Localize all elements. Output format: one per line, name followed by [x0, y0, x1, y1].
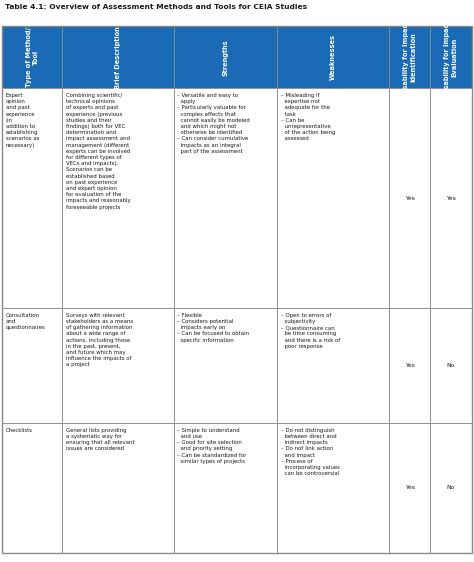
Text: – Open to errors of
  subjectivity
– Questionnaire can
  be time consuming
  and: – Open to errors of subjectivity – Quest…: [281, 312, 340, 348]
Bar: [63, 26, 174, 88]
Bar: [430, 309, 472, 423]
Text: Combining scientific/
technical opinions
of experts and past
experience (previou: Combining scientific/ technical opinions…: [66, 93, 130, 210]
Text: No: No: [447, 486, 455, 491]
Bar: [174, 309, 277, 423]
Text: – Simple to understand
  and use
– Good for site selection
  and priority settin: – Simple to understand and use – Good fo…: [177, 428, 247, 464]
Text: Weaknesses: Weaknesses: [330, 34, 336, 80]
Text: Yes: Yes: [405, 364, 415, 368]
Bar: [2, 88, 63, 309]
Bar: [277, 26, 389, 88]
Text: Yes: Yes: [405, 486, 415, 491]
Text: Expert
opinion
and past
experience
(in
addition to
establishing
scenarios as
nec: Expert opinion and past experience (in a…: [6, 93, 39, 148]
Bar: [2, 309, 63, 423]
Bar: [277, 309, 389, 423]
Text: Yes: Yes: [405, 196, 415, 201]
Bar: [389, 26, 430, 88]
Text: Checklists: Checklists: [6, 428, 33, 433]
Bar: [277, 423, 389, 552]
Bar: [2, 26, 63, 88]
Bar: [389, 309, 430, 423]
Bar: [389, 423, 430, 552]
Bar: [430, 26, 472, 88]
Text: – Versatile and easy to
  apply
– Particularly valuable for
  complex effects th: – Versatile and easy to apply – Particul…: [177, 93, 250, 154]
Text: Usability for Impact
Evaluation: Usability for Impact Evaluation: [445, 21, 457, 94]
Bar: [174, 88, 277, 309]
Text: – Flexible
– Considers potential
  impacts early on
– Can be focused to obtain
 : – Flexible – Considers potential impacts…: [177, 312, 249, 342]
Bar: [63, 309, 174, 423]
Text: Table 4.1: Overview of Assessment Methods and Tools for CEIA Studies: Table 4.1: Overview of Assessment Method…: [5, 4, 307, 10]
Bar: [174, 26, 277, 88]
Bar: [2, 423, 63, 552]
Bar: [389, 88, 430, 309]
Text: Yes: Yes: [446, 196, 456, 201]
Text: General lists providing
a systematic way for
ensuring that all relevant
issues a: General lists providing a systematic way…: [66, 428, 134, 451]
Text: Type of Method/
Tool: Type of Method/ Tool: [26, 28, 39, 87]
Bar: [277, 88, 389, 309]
Text: Consultation
and
questionnaires: Consultation and questionnaires: [6, 312, 46, 330]
Text: – Do not distinguish
  between direct and
  indirect impacts
– Do not link actio: – Do not distinguish between direct and …: [281, 428, 339, 476]
Bar: [174, 423, 277, 552]
Bar: [430, 423, 472, 552]
Text: Brief Description: Brief Description: [115, 26, 121, 89]
Text: No: No: [447, 364, 455, 368]
Text: Usability for Impact
Identification: Usability for Impact Identification: [403, 21, 416, 94]
Text: Strengths: Strengths: [223, 39, 229, 76]
Text: Surveys with relevant
stakeholders as a means
of gathering information
about a w: Surveys with relevant stakeholders as a …: [66, 312, 133, 368]
Bar: [430, 88, 472, 309]
Text: – Misleading if
  expertise not
  adequate for the
  task
– Can be
  unrepresent: – Misleading if expertise not adequate f…: [281, 93, 335, 142]
Bar: [63, 88, 174, 309]
Bar: [63, 423, 174, 552]
